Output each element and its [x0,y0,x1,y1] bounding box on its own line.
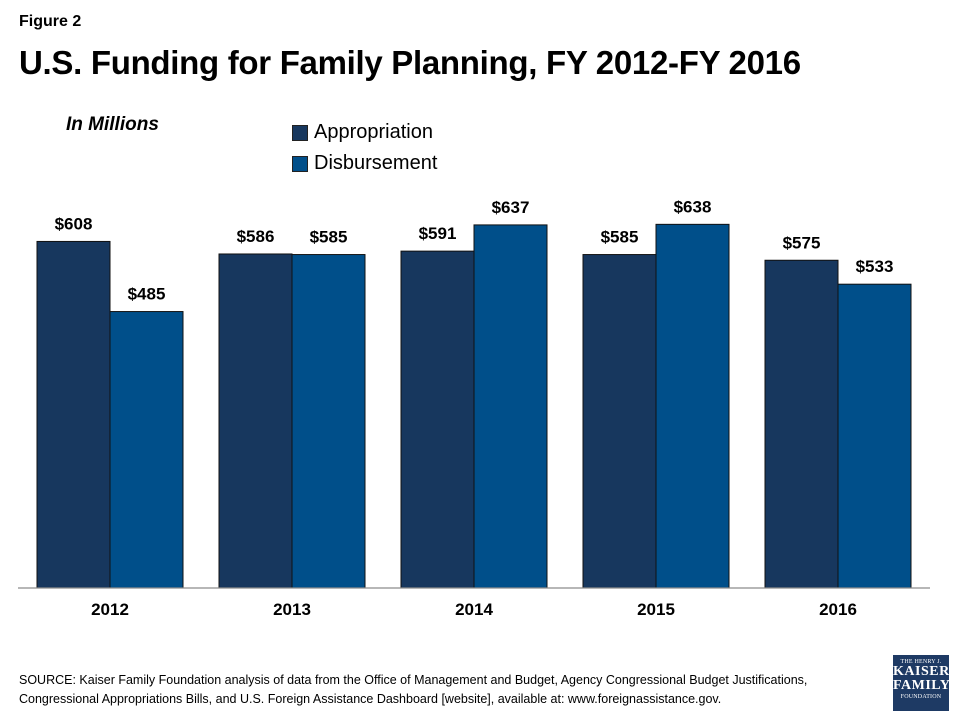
source-line-2: Congressional Appropriations Bills, and … [19,692,722,706]
figure-label: Figure 2 [19,13,82,30]
logo-line-4: FOUNDATION [900,694,942,700]
bar-disbursement-2013 [291,254,366,589]
logo-line-1: THE HENRY J. [900,659,942,665]
logo-line-3: FAMILY [893,678,951,693]
x-tick-label-2016: 2016 [819,600,857,619]
data-label-disbursement-2013: $585 [310,228,348,247]
data-label-appropriation-2012: $608 [55,214,93,233]
bar-appropriation-2012 [36,240,111,589]
bar-disbursement-2016 [837,283,912,589]
legend: Appropriation Disbursement [292,117,437,179]
bar-appropriation-2013 [218,253,293,589]
legend-swatch-disbursement [292,155,308,172]
x-tick-label-2015: 2015 [637,600,675,619]
bar-disbursement-2012 [109,311,184,589]
bar-disbursement-2014 [473,224,548,589]
x-tick-label-2012: 2012 [91,600,129,619]
bar-disbursement-2015 [655,223,730,589]
unit-label: In Millions [66,114,159,135]
legend-label-appropriation: Appropriation [314,121,433,143]
source-note: SOURCE: Kaiser Family Foundation analysi… [19,671,869,709]
bar-appropriation-2015 [582,254,657,589]
bar-appropriation-2014 [400,250,475,589]
bar-appropriation-2016 [764,259,839,589]
legend-item-disbursement: Disbursement [292,148,437,179]
data-label-appropriation-2014: $591 [419,224,457,243]
data-label-disbursement-2015: $638 [674,197,712,216]
data-label-disbursement-2016: $533 [856,257,894,276]
data-label-appropriation-2013: $586 [237,227,275,246]
legend-label-disbursement: Disbursement [314,152,438,174]
data-label-appropriation-2015: $585 [601,228,639,247]
bar-chart: $608 $485 2012 $586 $585 2013 $591 $637 2014 $585… [18,197,930,619]
data-label-disbursement-2012: $485 [128,285,166,304]
logo-line-2: KAISER [893,664,950,679]
kff-logo: THE HENRY J. KAISER FAMILY FOUNDATION [893,655,951,711]
x-tick-label-2013: 2013 [273,600,311,619]
legend-item-appropriation: Appropriation [292,117,437,148]
data-label-appropriation-2016: $575 [783,233,821,252]
x-tick-label-2014: 2014 [455,600,493,619]
source-line-1: SOURCE: Kaiser Family Foundation analysi… [19,673,808,687]
chart-title: U.S. Funding for Family Planning, FY 201… [19,44,801,81]
legend-swatch-appropriation [292,124,308,141]
data-label-disbursement-2014: $637 [492,198,530,217]
